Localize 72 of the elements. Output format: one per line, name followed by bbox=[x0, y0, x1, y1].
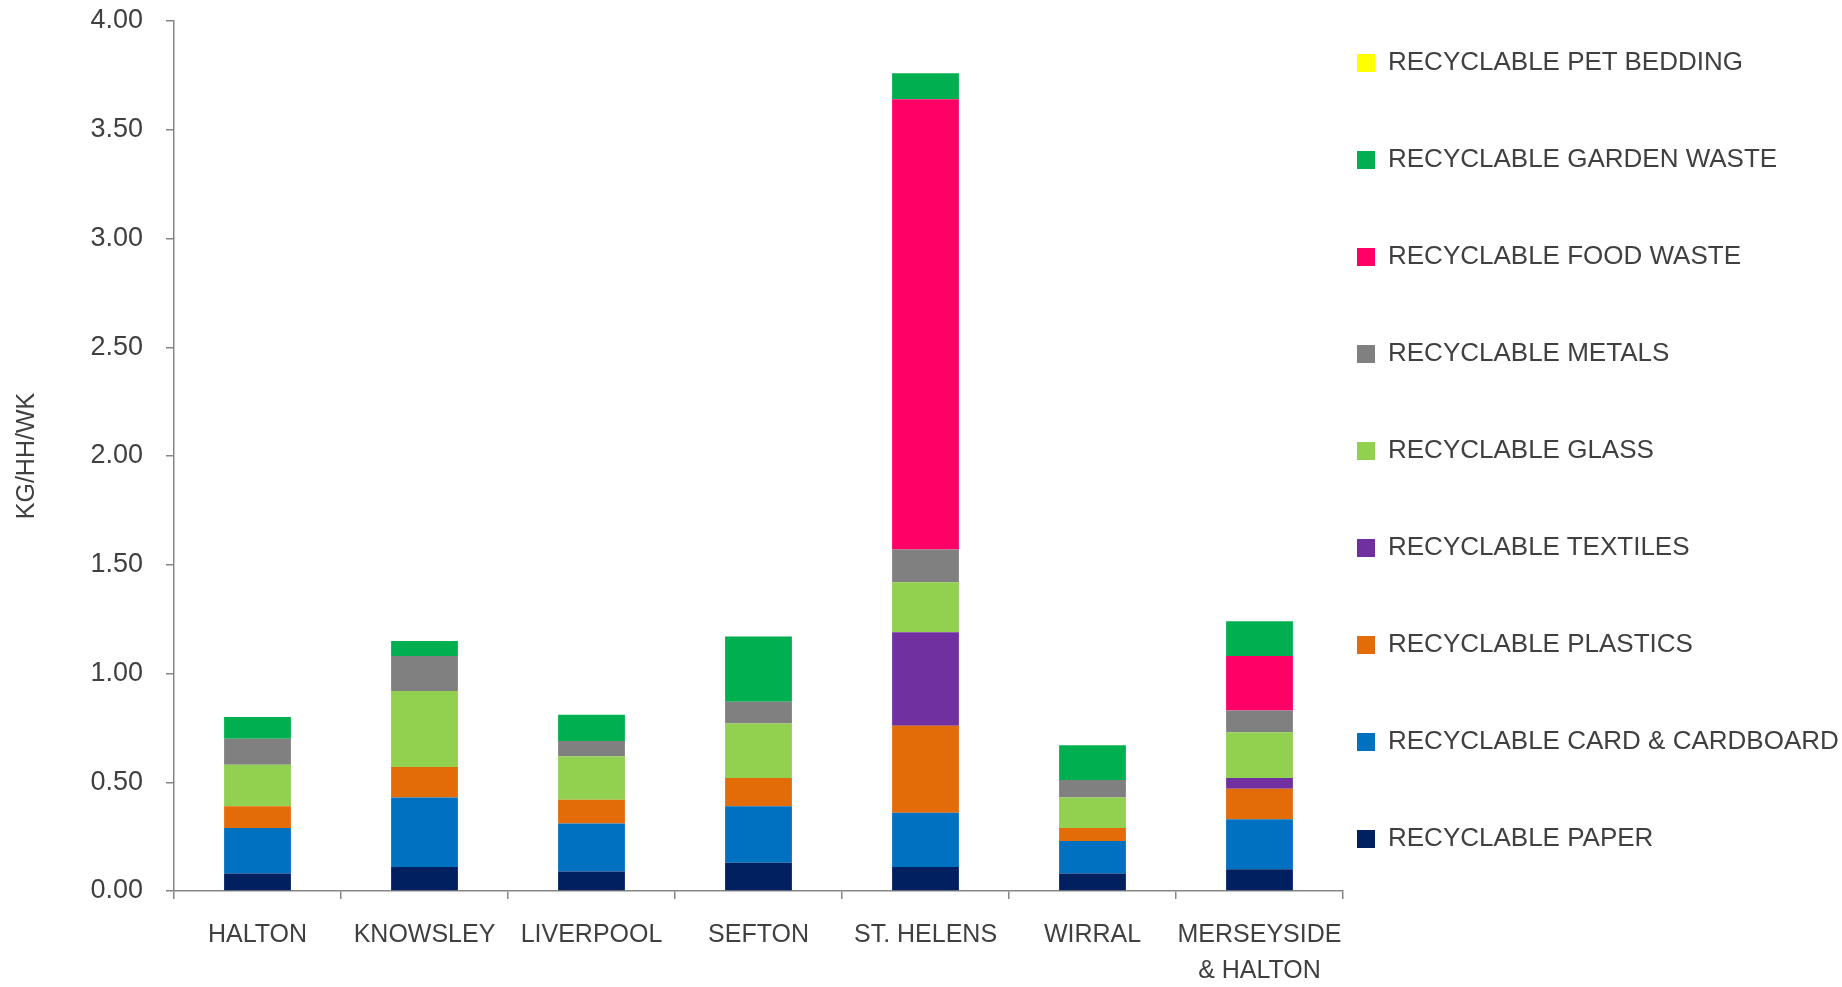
legend-label: RECYCLABLE PET BEDDING bbox=[1388, 46, 1743, 77]
bar bbox=[1226, 732, 1293, 778]
x-tick-label: WIRRAL bbox=[1043, 919, 1142, 948]
y-tick-label: 1.50 bbox=[90, 548, 143, 579]
bar bbox=[391, 867, 458, 891]
bar bbox=[224, 717, 291, 739]
bar bbox=[1226, 869, 1293, 891]
bar bbox=[725, 636, 792, 702]
bar bbox=[558, 714, 625, 741]
bar bbox=[1059, 873, 1126, 891]
bar bbox=[725, 777, 792, 807]
bar bbox=[224, 873, 291, 891]
bar bbox=[1059, 797, 1126, 828]
bar bbox=[1226, 710, 1293, 733]
legend-label: RECYCLABLE FOOD WASTE bbox=[1388, 240, 1741, 271]
bar bbox=[224, 738, 291, 765]
legend-label: RECYCLABLE PAPER bbox=[1388, 822, 1654, 853]
y-tick-label: 1.00 bbox=[90, 656, 143, 687]
bar bbox=[224, 827, 291, 874]
legend-label: RECYCLABLE CARD & CARDBOARD bbox=[1388, 725, 1839, 756]
bar bbox=[391, 797, 458, 868]
y-tick-label: 3.50 bbox=[90, 113, 143, 144]
x-tick-label: ST. HELENS bbox=[853, 919, 998, 948]
bar bbox=[1059, 827, 1126, 841]
bar bbox=[725, 701, 792, 724]
bar bbox=[391, 690, 458, 768]
bar bbox=[892, 725, 959, 813]
bar bbox=[558, 799, 625, 824]
bar bbox=[892, 99, 959, 550]
y-tick-label: 2.00 bbox=[90, 439, 143, 470]
bar bbox=[1059, 840, 1126, 874]
bar bbox=[1226, 656, 1293, 711]
bar bbox=[1226, 777, 1293, 789]
bar bbox=[558, 740, 625, 757]
bar bbox=[558, 756, 625, 800]
bar bbox=[1226, 819, 1293, 870]
x-tick-label: KNOWSLEY bbox=[353, 919, 496, 948]
bar bbox=[1059, 745, 1126, 781]
bar bbox=[391, 640, 458, 657]
bar bbox=[892, 549, 959, 583]
bar bbox=[1226, 621, 1293, 657]
bar bbox=[391, 767, 458, 798]
bar bbox=[1226, 788, 1293, 820]
x-tick-label: SEFTON bbox=[708, 919, 809, 948]
bar bbox=[725, 806, 792, 863]
y-tick-label: 3.00 bbox=[90, 221, 143, 252]
legend-label: RECYCLABLE GARDEN WASTE bbox=[1388, 143, 1778, 174]
bar bbox=[892, 632, 959, 726]
y-tick-label: 0.50 bbox=[90, 765, 143, 796]
bar bbox=[1059, 780, 1126, 798]
legend-label: RECYCLABLE TEXTILES bbox=[1388, 531, 1690, 562]
bar bbox=[224, 806, 291, 828]
legend-label: RECYCLABLE METALS bbox=[1388, 337, 1670, 368]
y-tick-label: 0.00 bbox=[90, 874, 143, 905]
bar bbox=[725, 862, 792, 891]
bar bbox=[725, 723, 792, 778]
bar bbox=[892, 867, 959, 891]
y-tick-label: 2.50 bbox=[90, 330, 143, 361]
bar bbox=[391, 656, 458, 691]
y-tick-label: 4.00 bbox=[90, 4, 143, 35]
y-axis-title: KG/HH/WK bbox=[10, 392, 39, 520]
bar bbox=[224, 764, 291, 807]
x-tick-label: HALTON bbox=[207, 919, 308, 948]
bar bbox=[558, 823, 625, 872]
legend-label: RECYCLABLE GLASS bbox=[1388, 434, 1654, 465]
bar bbox=[892, 73, 959, 100]
legend-label: RECYCLABLE PLASTICS bbox=[1388, 628, 1693, 659]
bar bbox=[892, 812, 959, 868]
bar bbox=[558, 871, 625, 891]
x-tick-label: MERSEYSIDE & HALTON bbox=[1177, 919, 1342, 984]
x-tick-label: LIVERPOOL bbox=[520, 919, 663, 948]
bar bbox=[892, 582, 959, 633]
